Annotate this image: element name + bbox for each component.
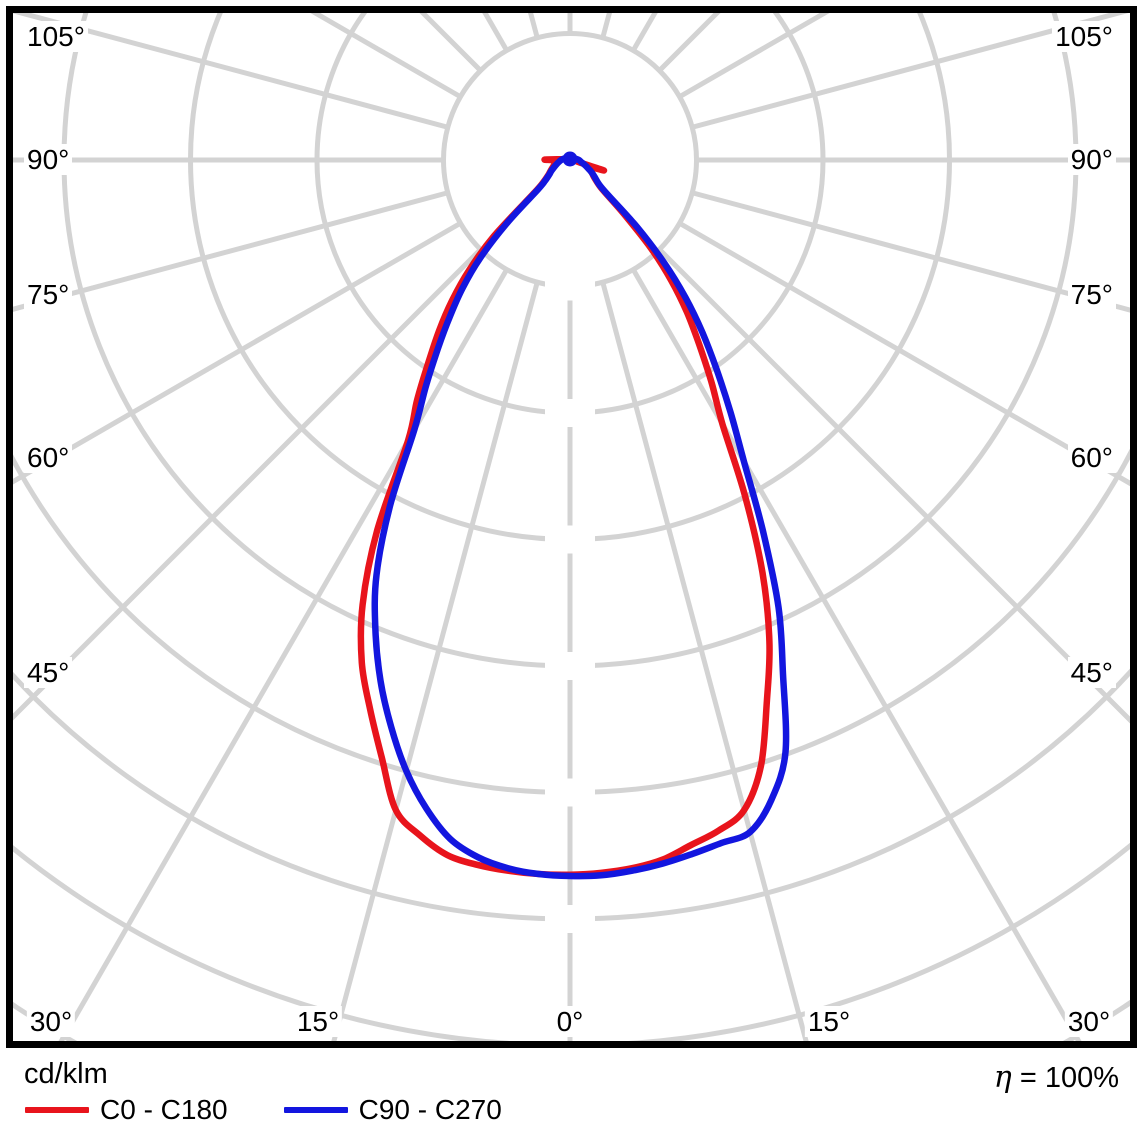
radial-tick-box-blank <box>545 905 595 933</box>
eta-value: 100% <box>1044 1062 1119 1094</box>
angle-label-left-105: 105° <box>24 21 88 53</box>
legend-label-c0-c180: C0 - C180 <box>100 1094 228 1125</box>
angle-label-right-75: 75° <box>1067 279 1116 311</box>
legend-label-c90-c270: C90 - C270 <box>358 1094 502 1125</box>
angle-label-left-90: 90° <box>24 144 73 176</box>
angle-label-left-60: 60° <box>24 442 73 474</box>
legend: C0 - C180 C90 - C270 <box>25 1096 502 1124</box>
curve-C90-C270 <box>371 155 790 880</box>
curve-C0-C180 <box>357 155 773 879</box>
angle-label-left-75: 75° <box>24 279 73 311</box>
angle-label-right-105: 105° <box>1052 21 1116 53</box>
angle-label-bottom-3-15: 15° <box>804 1006 854 1038</box>
eta-equals: = <box>1019 1062 1037 1094</box>
radial-tick-box-blank <box>545 272 595 301</box>
angle-label-bottom-1-15: 15° <box>293 1006 343 1038</box>
radial-units-label: cd/klm <box>24 1058 108 1090</box>
legend-line-red <box>25 1107 89 1113</box>
legend-item-c90-c270: C90 - C270 <box>283 1094 502 1125</box>
eta-symbol: η <box>993 1060 1012 1095</box>
efficiency-label: η = 100% <box>994 1060 1119 1095</box>
radial-tick-box-blank <box>545 778 595 807</box>
plot-frame <box>6 6 1137 1048</box>
angle-label-right-45: 45° <box>1067 657 1116 689</box>
legend-line-blue <box>283 1107 348 1113</box>
radial-tick-box-blank <box>545 399 595 427</box>
legend-item-c0-c180: C0 - C180 <box>25 1096 228 1124</box>
angle-label-right-90: 90° <box>1067 144 1116 176</box>
radial-tick-box-blank <box>545 525 595 554</box>
curve-origin-blob <box>562 151 578 167</box>
angle-label-bottom-4-30: 30° <box>1064 1006 1114 1038</box>
angle-label-right-60: 60° <box>1067 442 1116 474</box>
angle-label-left-45: 45° <box>24 657 73 689</box>
radial-tick-box-blank <box>545 652 595 680</box>
angle-label-bottom-0-30: 30° <box>26 1006 76 1038</box>
angle-label-bottom-2-0: 0° <box>553 1006 587 1038</box>
